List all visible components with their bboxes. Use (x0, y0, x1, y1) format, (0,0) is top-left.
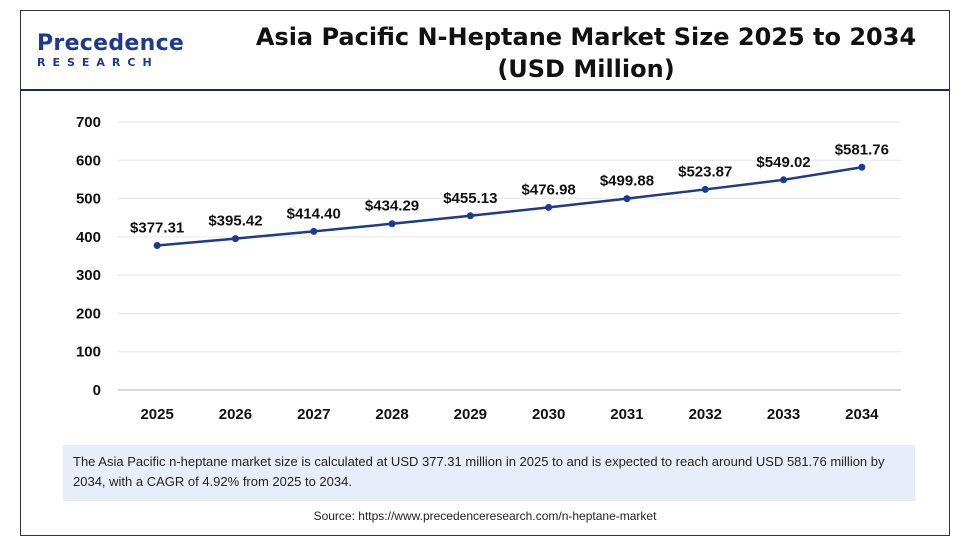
data-label: $476.98 (522, 181, 576, 198)
x-tick-label: 2032 (689, 406, 722, 423)
data-point (545, 203, 553, 211)
data-point (153, 242, 161, 250)
data-label: $455.13 (443, 190, 497, 207)
data-point (310, 227, 318, 235)
brand-logo: Precedence RESEARCH (37, 31, 185, 73)
x-tick-label: 2026 (219, 406, 252, 423)
series-line (157, 166, 863, 247)
x-tick-label: 2033 (767, 406, 800, 423)
header: Precedence RESEARCH Asia Pacific N-Hepta… (21, 11, 949, 91)
brand-name: Precedence (37, 31, 185, 56)
data-label: $414.40 (287, 205, 341, 222)
data-label: $523.87 (678, 163, 732, 180)
x-tick-label: 2025 (140, 406, 173, 423)
data-label: $434.29 (365, 198, 419, 215)
x-tick-label: 2030 (532, 406, 565, 423)
y-tick-label: 100 (76, 344, 101, 361)
x-tick-label: 2029 (454, 406, 487, 423)
summary-note: The Asia Pacific n-heptane market size i… (63, 445, 915, 501)
y-axis-ticks: 0 100 200 300 400 500 600 700 (76, 114, 101, 399)
data-label: $581.76 (835, 141, 889, 158)
data-point (231, 235, 239, 243)
data-point (623, 195, 631, 203)
data-points (153, 163, 866, 250)
brand-sub: RESEARCH (37, 56, 159, 69)
y-tick-label: 200 (76, 305, 101, 322)
x-tick-label: 2027 (297, 406, 330, 423)
y-tick-label: 300 (76, 267, 101, 284)
y-tick-label: 500 (76, 191, 101, 208)
x-axis-ticks: 2025 2026 2027 2028 2029 2030 2031 2032 2033 2034 (140, 406, 879, 423)
chart-frame: Precedence RESEARCH Asia Pacific N-Hepta… (20, 10, 950, 536)
x-tick-label: 2028 (375, 406, 408, 423)
source-text: Source: https://www.precedenceresearch.c… (313, 509, 657, 523)
data-label: $377.31 (130, 220, 184, 237)
chart-title: Asia Pacific N-Heptane Market Size 2025 … (255, 23, 917, 83)
y-tick-label: 400 (76, 229, 101, 246)
y-tick-label: 600 (76, 152, 101, 169)
data-label: $549.02 (756, 154, 810, 171)
y-tick-label: 700 (76, 114, 101, 131)
data-point (701, 185, 709, 193)
data-labels: $377.31 $395.42 $414.40 $434.29 $455.13 $476.… (130, 141, 889, 236)
data-point (780, 176, 788, 184)
y-tick-label: 0 (93, 382, 101, 399)
x-tick-label: 2031 (610, 406, 643, 423)
x-tick-label: 2034 (845, 406, 879, 423)
data-label: $395.42 (208, 213, 262, 230)
data-label: $499.88 (600, 173, 654, 190)
data-point (466, 212, 474, 220)
data-point (388, 220, 396, 228)
data-point (858, 163, 866, 171)
